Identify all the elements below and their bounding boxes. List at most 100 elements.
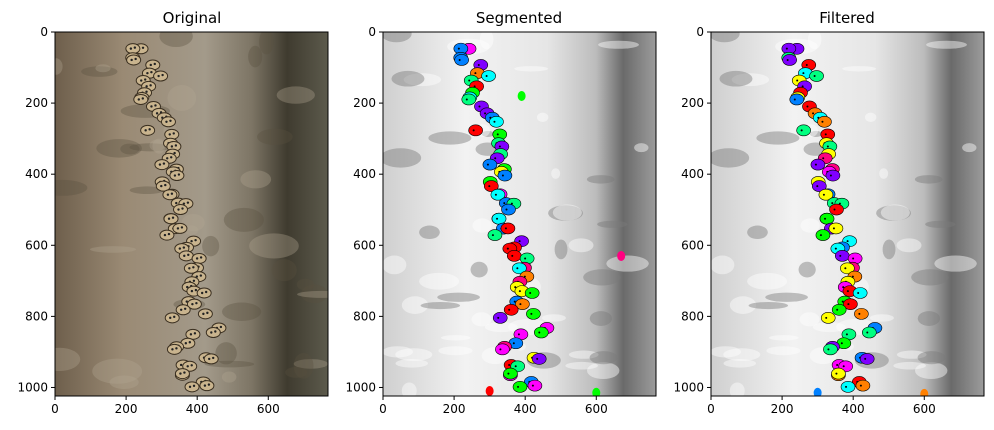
stray-segment: [592, 387, 601, 396]
bark-texture: [297, 290, 328, 298]
grey-texture: [723, 348, 761, 362]
grey-texture: [589, 351, 618, 365]
bark-texture: [301, 284, 328, 304]
segment-blob: [483, 180, 499, 192]
segment-spot: [519, 303, 522, 306]
grey-texture: [896, 350, 927, 359]
grey-texture: [917, 351, 946, 365]
segment-spot: [836, 308, 839, 311]
beetle-spot: [179, 308, 183, 312]
beetle-spot: [175, 201, 178, 205]
beetle-spot: [134, 57, 137, 61]
segment-spot: [822, 193, 825, 196]
beetle-spot: [204, 290, 208, 294]
segment-spot: [465, 98, 468, 101]
segment-spot: [538, 331, 541, 334]
grey-texture: [589, 311, 613, 326]
stray-segment: [485, 386, 494, 396]
y-tick-label: 0: [696, 25, 704, 39]
beetle: [133, 93, 149, 105]
x-tick-label: 600: [585, 402, 608, 416]
segment-spot: [851, 275, 854, 278]
beetle-spot: [182, 246, 186, 249]
grey-texture: [583, 269, 621, 286]
axes-frame: [382, 31, 657, 397]
beetle-spot: [160, 184, 163, 188]
segment-spot: [514, 286, 517, 289]
segment-spot: [486, 163, 489, 166]
beetle: [191, 252, 207, 264]
segment-spot: [496, 133, 499, 136]
segment-spot: [800, 129, 803, 132]
x-axis: 0 200 400 600: [707, 396, 936, 416]
segment-spot: [485, 75, 488, 78]
segment-spot: [491, 234, 494, 237]
segment-spot: [457, 47, 460, 50]
bark-texture: [55, 179, 88, 196]
beetle-spot: [199, 274, 203, 277]
segment-spot: [505, 208, 508, 211]
grey-texture: [395, 359, 429, 368]
segment-blob: [524, 287, 540, 299]
beetle-spot: [171, 216, 175, 219]
beetle-spot: [195, 257, 199, 260]
grey-texture: [800, 218, 820, 233]
beetle-spot: [183, 307, 187, 311]
segment-blob: [852, 287, 868, 299]
segment-spot: [508, 363, 511, 366]
grey-texture: [565, 361, 598, 370]
bark-texture: [167, 84, 197, 111]
grey-texture: [470, 261, 488, 278]
x-tick-label: 400: [186, 402, 209, 416]
grey-texture: [438, 346, 473, 356]
panel-title: Original: [163, 9, 222, 27]
grey-texture: [598, 40, 639, 49]
y-tick-label: 800: [25, 309, 48, 323]
segment-spot: [531, 384, 534, 387]
grey-texture: [896, 238, 922, 253]
axes-frame: [710, 31, 985, 397]
beetle-spot: [173, 151, 176, 155]
beetle-spot: [182, 202, 186, 205]
grey-texture: [403, 73, 442, 87]
beetle-spot: [202, 312, 205, 316]
beetle-spot: [137, 98, 141, 101]
beetle-spot: [141, 97, 145, 100]
segment-spot: [484, 112, 487, 115]
beetle-spot: [206, 311, 209, 315]
y-axis: 0 200 400 600 800 1000: [673, 25, 711, 394]
segment-blob: [512, 381, 528, 393]
segment-spot: [516, 267, 519, 270]
segment-spot: [523, 275, 526, 278]
segment-spot: [504, 227, 507, 230]
grey-texture: [766, 346, 801, 356]
segment-spot: [474, 72, 477, 75]
beetle-spot: [190, 239, 193, 243]
beetle-spot: [210, 331, 213, 334]
beetle-spot: [146, 71, 149, 75]
grey-texture: [587, 362, 620, 380]
segment-spot: [816, 185, 819, 188]
beetle-spot: [195, 275, 199, 278]
y-tick-label: 400: [681, 167, 704, 181]
segment-blob: [489, 115, 504, 128]
bark-texture: [271, 259, 297, 282]
segment-spot: [846, 240, 849, 243]
y-axis: 0 200 400 600 800 1000: [345, 25, 383, 394]
segment-blob: [492, 312, 508, 324]
grey-texture: [768, 335, 799, 341]
beetle-spot: [129, 47, 133, 50]
beetle: [174, 368, 190, 380]
segment-spot: [840, 342, 843, 345]
beetle: [154, 159, 170, 171]
segment-spot: [506, 247, 509, 250]
beetle-spot: [149, 84, 152, 87]
segment-spot: [845, 333, 848, 336]
bark-texture: [285, 366, 308, 378]
grey-texture: [729, 296, 757, 314]
panel-original: Original 0 200 400 600 0 200 400 600 800 1000: [17, 9, 329, 416]
beetle-spot: [148, 128, 151, 131]
x-tick-label: 400: [842, 402, 865, 416]
segment-blob: [829, 203, 844, 216]
